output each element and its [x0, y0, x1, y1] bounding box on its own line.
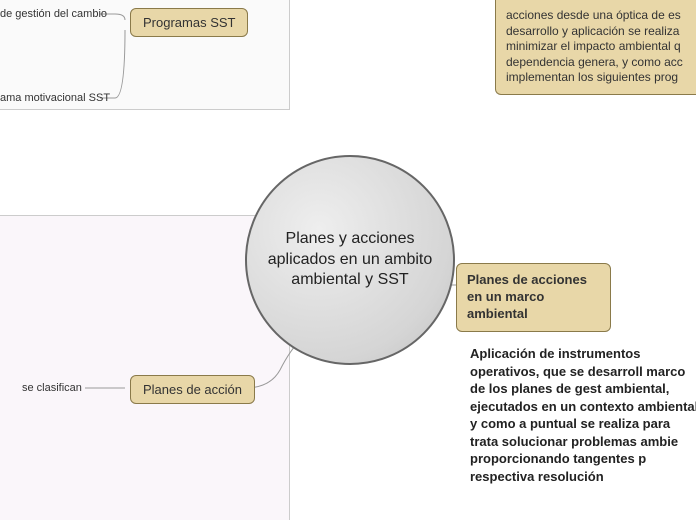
subtitle-text: Planes de acciones en un marco ambiental [467, 272, 587, 321]
subtitle-planes-marco[interactable]: Planes de acciones en un marco ambiental [456, 263, 611, 332]
top-description-text: acciones desde una óptica de es desarrol… [506, 8, 683, 84]
center-node[interactable]: Planes y acciones aplicados en un ambito… [245, 155, 455, 365]
node-programas-sst[interactable]: Programas SST [130, 8, 248, 37]
node-planes-accion[interactable]: Planes de acción [130, 375, 255, 404]
label-gestion-cambio: de gestión del cambio [0, 8, 107, 20]
top-description: acciones desde una óptica de es desarrol… [495, 0, 696, 95]
mindmap-canvas: de gestión del cambio ama motivacional S… [0, 0, 696, 520]
center-node-text: Planes y acciones aplicados en un ambito… [267, 229, 433, 291]
body-text-content: Aplicación de instrumentos operativos, q… [470, 346, 696, 484]
label-se-clasifican: se clasifican [22, 382, 82, 394]
label-motivacional: ama motivacional SST [0, 92, 110, 104]
body-description: Aplicación de instrumentos operativos, q… [470, 345, 696, 485]
